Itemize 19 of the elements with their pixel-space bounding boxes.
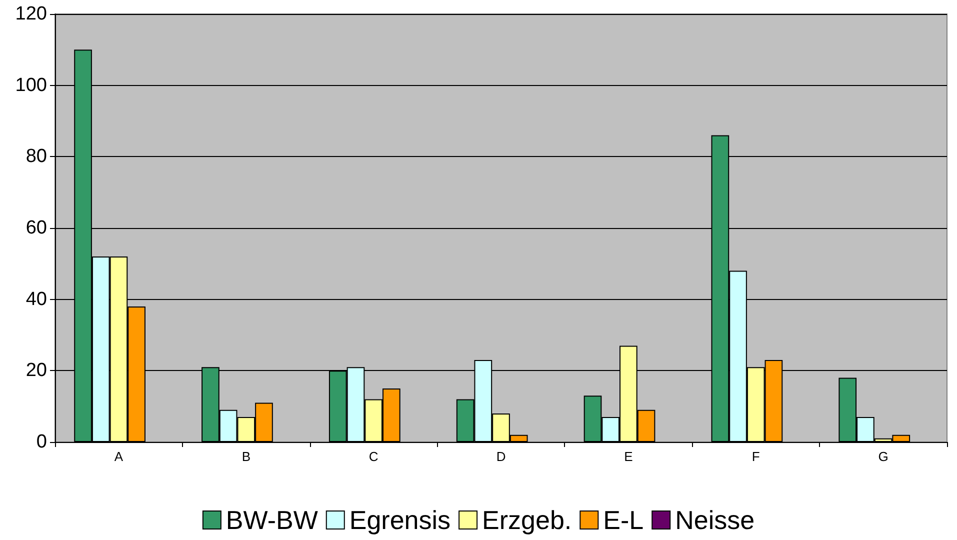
y-tick-label: 40: [26, 288, 47, 310]
x-tick-label: E: [624, 449, 634, 464]
x-tick-label: A: [114, 449, 124, 464]
legend-label: Neisse: [675, 505, 755, 535]
legend-label: Egrensis: [349, 505, 451, 535]
y-tick-label: 120: [15, 4, 47, 24]
y-tick-label: 0: [36, 432, 47, 452]
x-tick-label: C: [368, 449, 378, 464]
x-tick-label: B: [242, 449, 250, 464]
y-tick-label: 80: [26, 146, 47, 168]
x-tick-label: F: [752, 449, 760, 464]
legend-label: Erzgeb.: [482, 505, 572, 535]
x-tick-label: D: [496, 449, 506, 464]
legend-label: BW-BW: [226, 505, 318, 535]
x-tick-label: G: [878, 449, 888, 464]
y-tick-label: 60: [26, 218, 47, 238]
y-tick-label: 20: [26, 360, 47, 382]
y-tick-label: 100: [15, 74, 47, 96]
legend-label: E-L: [603, 505, 644, 535]
